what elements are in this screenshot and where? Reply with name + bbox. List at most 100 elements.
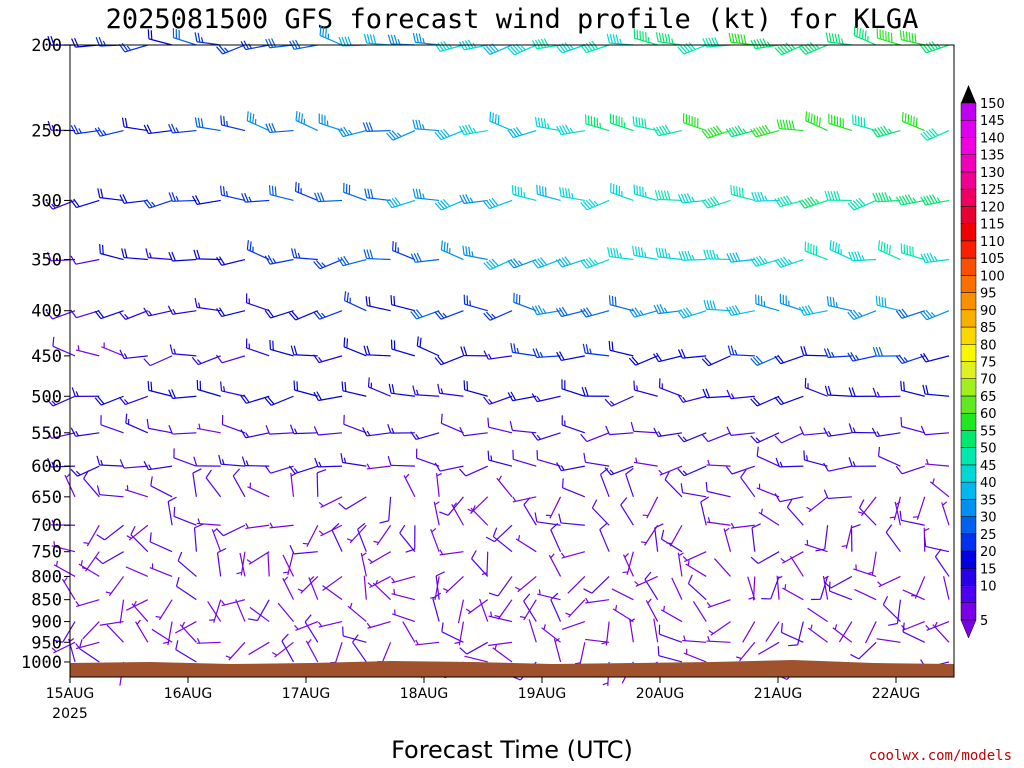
wind-barb-feather bbox=[855, 198, 863, 207]
wind-barb bbox=[126, 524, 149, 541]
wind-barb-feather bbox=[70, 309, 77, 319]
wind-barb-shaft bbox=[267, 552, 270, 577]
wind-barb bbox=[901, 111, 925, 132]
wind-barb-half-feather bbox=[51, 400, 57, 406]
wind-barb-half-feather bbox=[51, 124, 55, 131]
wind-barb-shaft bbox=[51, 258, 76, 262]
wind-barb bbox=[167, 305, 197, 315]
wind-barb-feather bbox=[435, 571, 445, 577]
wind-barb-half-feather bbox=[422, 37, 425, 44]
colorbar-segment bbox=[960, 292, 977, 311]
wind-barb bbox=[487, 417, 513, 434]
wind-barb-shaft bbox=[828, 304, 853, 312]
y-tick-label: 800 bbox=[31, 567, 62, 587]
wind-barb-feather bbox=[399, 524, 406, 534]
wind-barb-feather bbox=[244, 192, 249, 203]
wind-barb-feather bbox=[485, 536, 495, 543]
wind-barb-feather bbox=[750, 435, 758, 444]
wind-barb-feather bbox=[680, 45, 688, 54]
wind-barb-half-feather bbox=[515, 586, 521, 591]
wind-barb-feather bbox=[442, 198, 451, 207]
wind-barb-feather bbox=[908, 32, 911, 42]
wind-barb-feather bbox=[735, 252, 741, 262]
wind-barb-feather bbox=[294, 39, 301, 49]
wind-barb-half-feather bbox=[547, 123, 550, 129]
wind-barb-half-feather bbox=[550, 553, 555, 559]
wind-barb-feather bbox=[561, 306, 568, 316]
wind-barb-shaft bbox=[342, 390, 367, 397]
wind-barb-half-feather bbox=[644, 252, 647, 258]
wind-barb-feather bbox=[584, 386, 589, 397]
wind-barb bbox=[605, 425, 634, 436]
wind-barb bbox=[119, 599, 125, 624]
wind-barb bbox=[922, 384, 950, 397]
wind-barb-half-feather bbox=[560, 465, 565, 471]
wind-barb bbox=[531, 304, 561, 316]
wind-barb-shaft bbox=[932, 624, 950, 643]
wind-barb bbox=[264, 395, 294, 406]
wind-barb-shaft bbox=[871, 551, 877, 576]
wind-barb bbox=[168, 123, 197, 134]
wind-barb-feather bbox=[118, 396, 126, 405]
wind-barb-shaft bbox=[52, 310, 76, 320]
wind-barb-feather bbox=[341, 381, 344, 391]
wind-barb-feather bbox=[740, 34, 744, 44]
wind-barb-shaft bbox=[682, 395, 707, 403]
wind-barb-half-feather bbox=[831, 351, 835, 358]
wind-barb-shaft bbox=[247, 249, 270, 261]
wind-barb-feather bbox=[653, 304, 659, 314]
wind-barb-shaft bbox=[76, 599, 100, 607]
wind-barb-half-feather bbox=[126, 45, 132, 51]
wind-barb-shaft bbox=[797, 621, 804, 646]
wind-barb-feather bbox=[393, 295, 396, 306]
wind-barb bbox=[591, 499, 610, 526]
wind-barb-half-feather bbox=[272, 258, 277, 264]
wind-barb-half-feather bbox=[730, 393, 735, 399]
wind-barb-half-feather bbox=[810, 624, 813, 631]
wind-barb-shaft bbox=[416, 457, 440, 467]
wind-barb bbox=[780, 551, 804, 564]
wind-barb-feather bbox=[295, 110, 298, 121]
wind-barb-feather bbox=[497, 115, 500, 125]
wind-barb-feather bbox=[168, 251, 173, 262]
wind-barb-feather bbox=[465, 246, 468, 256]
wind-barb-shaft bbox=[269, 524, 294, 529]
wind-barb bbox=[283, 551, 295, 576]
colorbar-segment bbox=[960, 378, 977, 397]
wind-barb-feather bbox=[875, 192, 881, 202]
wind-barb-half-feather bbox=[858, 311, 863, 317]
wind-barb bbox=[245, 293, 270, 312]
wind-barb-shaft bbox=[246, 302, 270, 312]
wind-barb-feather bbox=[704, 199, 712, 208]
wind-barb-half-feather bbox=[788, 258, 793, 264]
x-axis-ticks: 15AUG 16AUG 17AUG 18AUG 19AUG 20AUG 21AUG 22AUG… bbox=[46, 677, 920, 722]
wind-barb bbox=[471, 550, 489, 577]
wind-barb-half-feather bbox=[173, 348, 177, 355]
wind-barb bbox=[220, 115, 246, 132]
wind-barb-shaft bbox=[489, 199, 513, 210]
wind-barb-feather bbox=[832, 241, 835, 251]
wind-barb-shaft bbox=[294, 465, 318, 475]
y-tick-label: 850 bbox=[31, 591, 62, 611]
wind-barb-shaft bbox=[82, 621, 100, 640]
wind-barb-shaft bbox=[876, 304, 901, 312]
wind-barb-shaft bbox=[609, 432, 634, 436]
wind-barb bbox=[561, 621, 586, 630]
colorbar-label: 25 bbox=[980, 528, 997, 543]
wind-barb-feather bbox=[304, 614, 312, 623]
wind-barb-feather bbox=[367, 188, 371, 199]
wind-barb-shaft bbox=[196, 258, 221, 261]
wind-barb-feather bbox=[297, 183, 300, 193]
wind-barb-shaft bbox=[221, 258, 246, 266]
wind-barb bbox=[633, 380, 658, 397]
wind-barb-feather bbox=[489, 111, 492, 122]
wind-barb bbox=[459, 124, 488, 136]
wind-barb-feather bbox=[391, 197, 399, 207]
wind-barb-feather bbox=[535, 348, 541, 358]
wind-barb-feather bbox=[888, 245, 892, 255]
wind-barb-half-feather bbox=[318, 621, 323, 627]
wind-barb bbox=[920, 352, 950, 363]
wind-barb-shaft bbox=[707, 129, 731, 139]
wind-barb bbox=[318, 620, 343, 628]
wind-barb-feather bbox=[836, 191, 841, 201]
